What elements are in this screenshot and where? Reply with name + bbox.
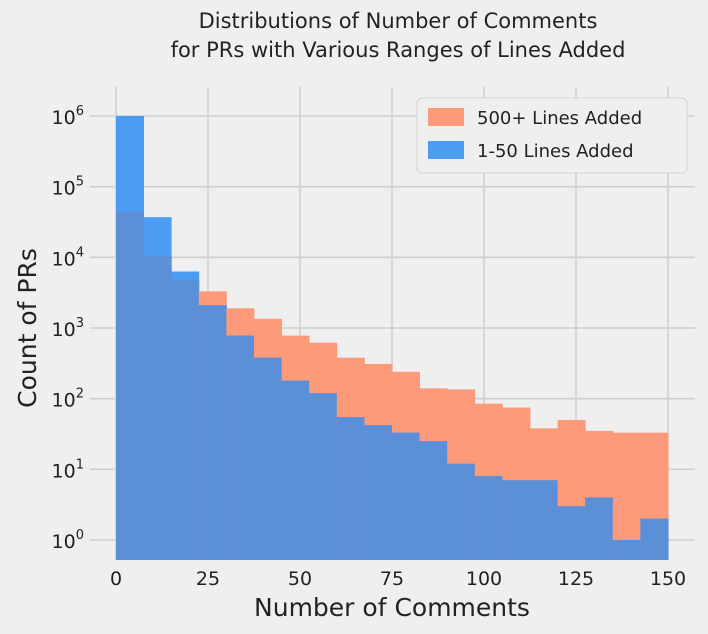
bar-overlap xyxy=(116,211,144,561)
bar-overlap xyxy=(557,506,586,560)
bar-overlap xyxy=(226,335,255,560)
chart-title-line-1: Distributions of Number of Comments xyxy=(199,9,598,33)
bar-overlap xyxy=(364,425,393,560)
y-tick-label: 101 xyxy=(52,457,84,482)
x-tick-label: 100 xyxy=(466,568,502,590)
bar-overlap xyxy=(640,518,669,560)
bar-overlap xyxy=(419,441,448,560)
x-tick-label: 50 xyxy=(288,568,312,590)
bar-overlap xyxy=(447,463,476,560)
y-tick-label: 106 xyxy=(52,104,84,129)
bar-overlap xyxy=(585,497,614,560)
x-tick-label: 25 xyxy=(196,568,220,590)
bar-overlap xyxy=(502,480,531,560)
x-tick-label: 75 xyxy=(380,568,404,590)
bar-overlap xyxy=(254,357,282,560)
bar-overlap xyxy=(336,417,365,560)
bar-overlap xyxy=(143,255,172,561)
x-tick-label: 0 xyxy=(110,568,122,590)
y-tick-label: 105 xyxy=(52,175,84,200)
legend-label-1-50: 1-50 Lines Added xyxy=(477,141,634,162)
legend-label-500plus: 500+ Lines Added xyxy=(477,108,642,129)
chart-title-line-2: for PRs with Various Ranges of Lines Add… xyxy=(171,38,626,62)
legend-swatch-500plus xyxy=(428,108,464,126)
y-tick-label: 104 xyxy=(52,245,84,270)
chart-title: Distributions of Number of Comments for … xyxy=(171,9,626,62)
x-tick-label: 150 xyxy=(650,568,686,590)
bar-overlap xyxy=(474,476,503,560)
bar-overlap xyxy=(171,279,200,560)
legend-swatch-1-50 xyxy=(428,141,464,159)
bar-overlap xyxy=(281,380,310,560)
legend: 500+ Lines Added 1-50 Lines Added xyxy=(416,97,688,174)
bar-overlap xyxy=(392,432,420,560)
y-axis-label: Count of PRs xyxy=(13,248,42,408)
bar-overlap xyxy=(612,540,641,560)
x-axis-label: Number of Comments xyxy=(254,593,530,622)
bar-overlap xyxy=(530,480,558,560)
y-tick-label: 103 xyxy=(52,316,84,341)
bar-overlap xyxy=(309,393,338,560)
bar-500plus-lines xyxy=(612,432,641,560)
x-tick-label: 125 xyxy=(558,568,594,590)
bar-overlap xyxy=(198,305,227,560)
y-tick-label: 102 xyxy=(52,387,84,412)
legend-box xyxy=(416,97,688,174)
y-tick-label: 100 xyxy=(52,528,84,553)
